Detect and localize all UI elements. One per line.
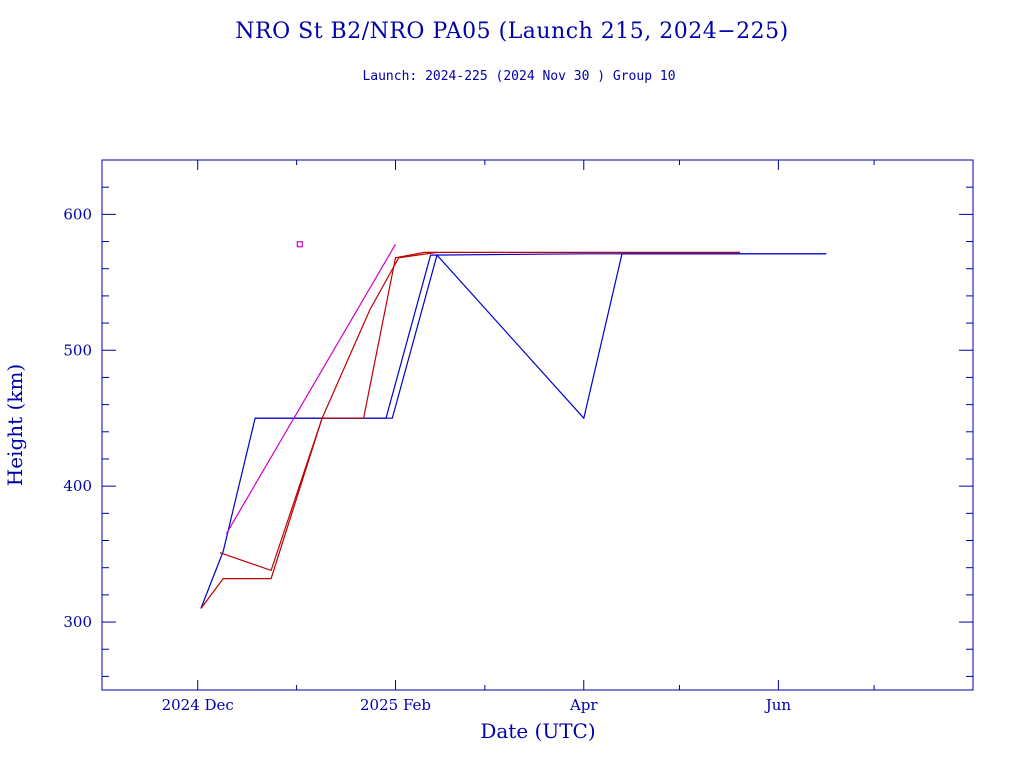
series-layer <box>200 241 827 609</box>
y-tick-label: 400 <box>63 477 92 495</box>
series-line-red <box>200 251 741 609</box>
y-tick-label: 300 <box>63 613 92 631</box>
x-tick-label: Apr <box>569 696 598 714</box>
series-line-red <box>219 251 438 572</box>
data-point-marker <box>296 241 303 248</box>
series-line-blue <box>255 253 827 420</box>
plot-frame <box>101 159 974 691</box>
y-tick-label: 600 <box>63 205 92 223</box>
x-axis-ticks: 2024 Dec 2025 Feb Apr Jun <box>162 160 875 714</box>
x-tick-label: 2024 Dec <box>162 696 234 714</box>
series-line-magenta <box>225 243 397 535</box>
chart-title: NRO St B2/NRO PA05 (Launch 215, 2024−225… <box>235 19 788 44</box>
x-tick-label: Jun <box>764 696 792 714</box>
y-axis-ticks: 300 400 500 600 <box>63 159 973 677</box>
chart-subtitle: Launch: 2024-225 (2024 Nov 30 ) Group 10 <box>362 69 675 84</box>
x-tick-label: 2025 Feb <box>360 696 431 714</box>
y-axis-label: Height (km) <box>3 364 27 486</box>
series-line-blue <box>200 253 827 609</box>
y-tick-label: 500 <box>63 341 92 359</box>
x-axis-label: Date (UTC) <box>480 719 595 743</box>
